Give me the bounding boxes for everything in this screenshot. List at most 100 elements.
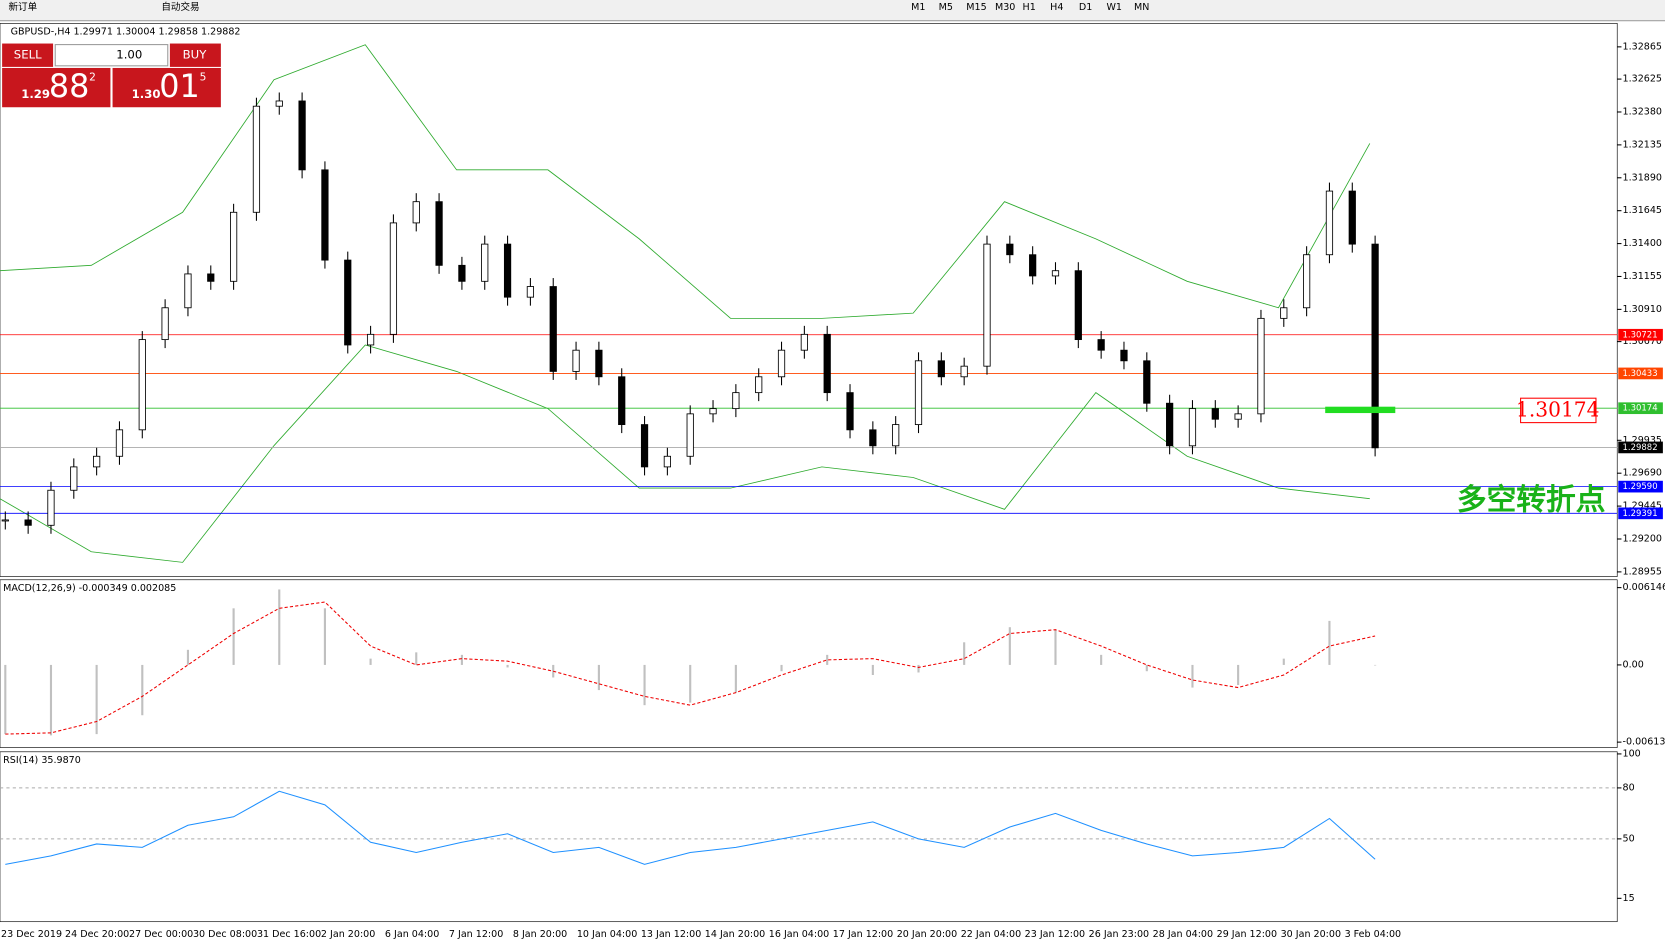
x-tick-label: 3 Feb 04:00 — [1345, 929, 1402, 940]
y-tick-label: 15 — [1623, 893, 1635, 904]
lots-box[interactable] — [54, 44, 169, 67]
bid-point: 2 — [89, 71, 96, 84]
sell-label: SELL — [14, 48, 42, 62]
macd-bar — [506, 664, 509, 668]
timeframe-button[interactable]: D1 — [1079, 2, 1092, 13]
macd-bar — [1282, 658, 1285, 665]
x-tick-label: 24 Dec 20:00 — [65, 929, 129, 940]
price-annotation: 1.30174 — [1516, 397, 1599, 421]
timeframe-button[interactable]: H4 — [1050, 2, 1063, 13]
candle-body — [298, 100, 306, 171]
bid-pips: 88 — [49, 67, 90, 105]
timeframe-button[interactable]: MN — [1134, 2, 1149, 13]
price-tag — [1618, 480, 1663, 493]
trade-panel: SELL 1.00 BUY 1.29 88 2 1.30 01 5 — [2, 43, 221, 108]
macd-bar — [1008, 627, 1011, 665]
candle-body — [1348, 190, 1356, 245]
candle-body — [1188, 408, 1197, 447]
bollinger-band — [0, 344, 1370, 563]
x-tick-label: 2 Jan 20:00 — [321, 929, 375, 940]
candle-body — [1097, 339, 1105, 351]
candle-body — [252, 105, 261, 213]
candle-body — [732, 392, 740, 410]
macd-bar — [278, 589, 281, 665]
price-tag — [1618, 507, 1663, 520]
candle-body — [1371, 243, 1379, 449]
candle-body — [526, 286, 535, 298]
price-tag — [1618, 367, 1663, 380]
macd-bar — [871, 664, 874, 675]
candle-body — [161, 307, 169, 341]
sell-button[interactable] — [2, 43, 54, 67]
candle-body — [1029, 254, 1037, 277]
bid-prefix: 1.29 — [21, 87, 50, 101]
y-tick-label: 1.32380 — [1623, 106, 1662, 117]
macd-bar — [1191, 664, 1194, 688]
candle-body — [207, 273, 215, 282]
y-tick-label: 0.00 — [1623, 659, 1644, 670]
candle-body — [70, 466, 78, 491]
candle-body — [709, 408, 717, 415]
timeframe-button[interactable]: M30 — [995, 2, 1015, 13]
new-order-button[interactable]: 新订单 — [8, 1, 37, 13]
candle-body — [1257, 317, 1265, 415]
timeframe-button[interactable]: H1 — [1023, 2, 1036, 13]
candle-body — [366, 333, 375, 346]
macd-bar — [460, 654, 463, 665]
macd-bar — [323, 608, 326, 665]
macd-bar — [141, 664, 144, 716]
candle-body — [1051, 270, 1060, 277]
chart-title: GBPUSD-,H4 1.29971 1.30004 1.29858 1.298… — [11, 26, 241, 37]
lots-value: 1.00 — [116, 48, 142, 62]
candle-body — [960, 365, 968, 378]
macd-bar — [1054, 629, 1057, 665]
macd-bar — [415, 652, 418, 665]
x-tick-label: 17 Jan 12:00 — [833, 929, 893, 940]
macd-bar — [49, 664, 53, 736]
x-tick-label: 16 Jan 04:00 — [769, 929, 829, 940]
candle-body — [47, 489, 55, 526]
candle-body — [24, 519, 32, 526]
timeframe-button[interactable]: M15 — [966, 2, 986, 13]
timeframe-button[interactable]: W1 — [1106, 2, 1122, 13]
timeframe-button[interactable]: M5 — [939, 2, 953, 13]
x-tick-label: 23 Jan 12:00 — [1025, 929, 1085, 940]
macd-bar — [1237, 664, 1240, 686]
candle-body — [572, 349, 580, 372]
rsi-panel — [0, 751, 1618, 923]
x-tick-label: 10 Jan 04:00 — [577, 929, 637, 940]
candle-body — [1120, 349, 1128, 362]
macd-bar — [963, 642, 966, 665]
rsi-line — [5, 790, 1376, 865]
price-tag — [1618, 402, 1663, 415]
x-tick-label: 26 Jan 23:00 — [1089, 929, 1149, 940]
macd-bar — [826, 654, 829, 665]
x-tick-label: 14 Jan 20:00 — [705, 929, 765, 940]
y-tick-label: 1.29690 — [1623, 468, 1662, 479]
y-tick-label: 1.29200 — [1623, 533, 1662, 544]
y-tick-label: 1.30910 — [1623, 304, 1662, 315]
price-annotation-box — [1520, 397, 1597, 424]
y-tick-label: 1.31400 — [1623, 238, 1662, 249]
candle-body — [1303, 254, 1311, 309]
bid-box[interactable] — [2, 67, 111, 108]
auto-trading-button[interactable]: 自动交易 — [161, 1, 199, 13]
timeframe-button[interactable]: M1 — [911, 2, 925, 13]
price-tag — [1618, 328, 1663, 341]
x-tick-label: 20 Jan 20:00 — [897, 929, 957, 940]
macd-bar — [917, 664, 920, 673]
candle-body — [640, 424, 649, 468]
candle-body — [892, 424, 900, 447]
candle-body — [686, 413, 694, 457]
macd-bar — [780, 664, 783, 672]
candle-body — [937, 360, 945, 378]
candle-body — [595, 349, 603, 378]
x-tick-label: 30 Jan 20:00 — [1281, 929, 1341, 940]
buy-button[interactable] — [169, 43, 221, 67]
candle-body — [823, 333, 831, 394]
y-tick-label: 1.31645 — [1623, 205, 1662, 216]
ask-box[interactable] — [112, 67, 221, 108]
y-tick-label: -0.006138 — [1623, 737, 1665, 748]
macd-bar — [1100, 654, 1103, 665]
